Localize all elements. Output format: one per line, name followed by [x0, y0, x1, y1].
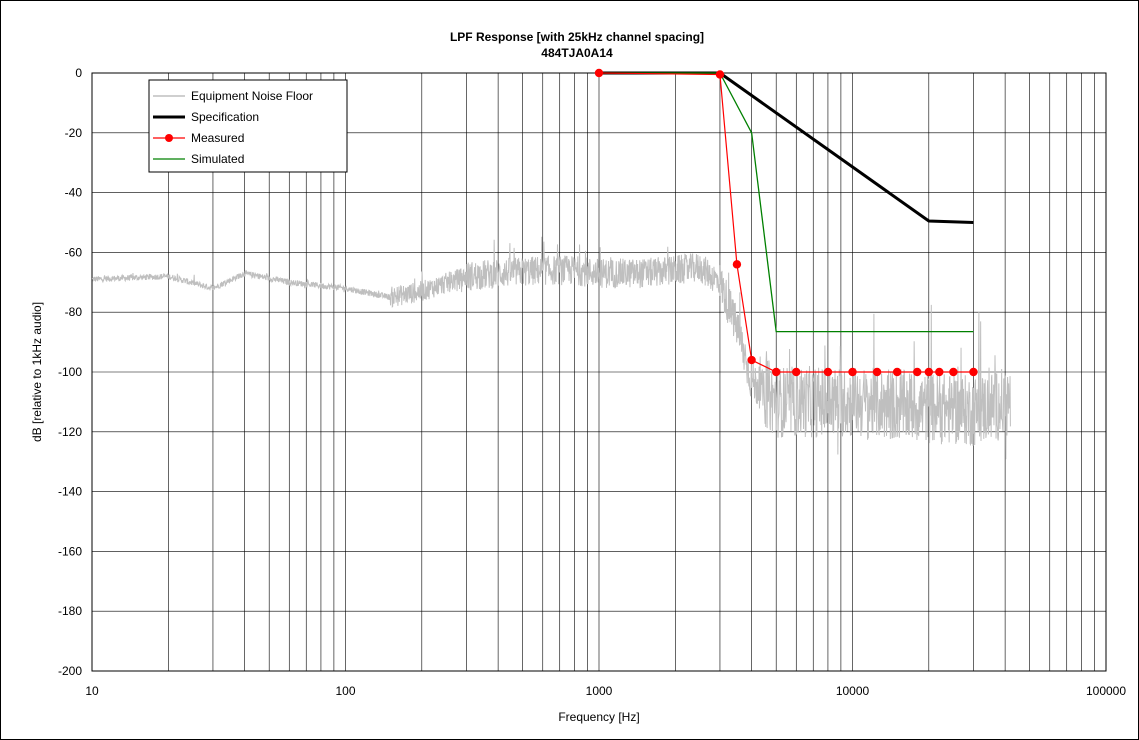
y-tick-label: -60 — [65, 245, 83, 259]
series-line-simulated — [599, 72, 974, 333]
measured-point — [715, 70, 725, 79]
grid-lines — [92, 73, 1106, 671]
y-tick-label: 0 — [75, 66, 82, 80]
y-tick-label: -200 — [58, 664, 82, 678]
legend-label-spec: Specification — [191, 110, 259, 124]
x-tick-label: 1000 — [586, 684, 613, 698]
measured-point — [892, 367, 902, 377]
measured-point — [969, 367, 978, 377]
y-tick-label: -80 — [65, 305, 83, 319]
y-tick-label: -140 — [58, 485, 82, 499]
y-tick-label: -160 — [58, 544, 82, 558]
chart-title: LPF Response [with 25kHz channel spacing… — [450, 30, 704, 44]
legend: Equipment Noise Floor Specification Meas… — [148, 79, 348, 173]
x-tick-label: 100 — [335, 684, 355, 698]
measured-point — [823, 367, 833, 377]
measured-point — [872, 367, 882, 377]
series-layer — [91, 68, 1011, 460]
series-line-noise-floor — [91, 236, 1011, 460]
measured-point — [913, 367, 922, 377]
measured-point — [732, 260, 742, 269]
measured-point — [594, 68, 604, 78]
measured-point — [771, 367, 781, 377]
measured-point — [935, 367, 944, 377]
chart-subtitle: 484TJA0A14 — [541, 46, 613, 60]
measured-point — [848, 367, 857, 377]
y-tick-label: -120 — [58, 425, 82, 439]
legend-label-measured: Measured — [191, 131, 244, 145]
legend-label-simulated: Simulated — [191, 152, 244, 166]
measured-point — [792, 367, 801, 377]
y-tick-label: -40 — [65, 186, 83, 200]
x-tick-label: 10 — [85, 684, 99, 698]
x-tick-label: 10000 — [836, 684, 870, 698]
x-tick-label: 100000 — [1086, 684, 1126, 698]
measured-point — [747, 355, 756, 365]
measured-point — [924, 367, 934, 377]
y-axis-label: dB [relative to 1kHz audio] — [30, 302, 44, 442]
measured-point — [949, 367, 958, 377]
legend-marker-measured — [165, 134, 173, 142]
y-tick-label: -20 — [65, 126, 83, 140]
legend-label-noise: Equipment Noise Floor — [191, 89, 313, 103]
y-tick-label: -100 — [58, 365, 82, 379]
x-axis-label: Frequency [Hz] — [558, 710, 639, 724]
y-tick-label: -180 — [58, 604, 82, 618]
